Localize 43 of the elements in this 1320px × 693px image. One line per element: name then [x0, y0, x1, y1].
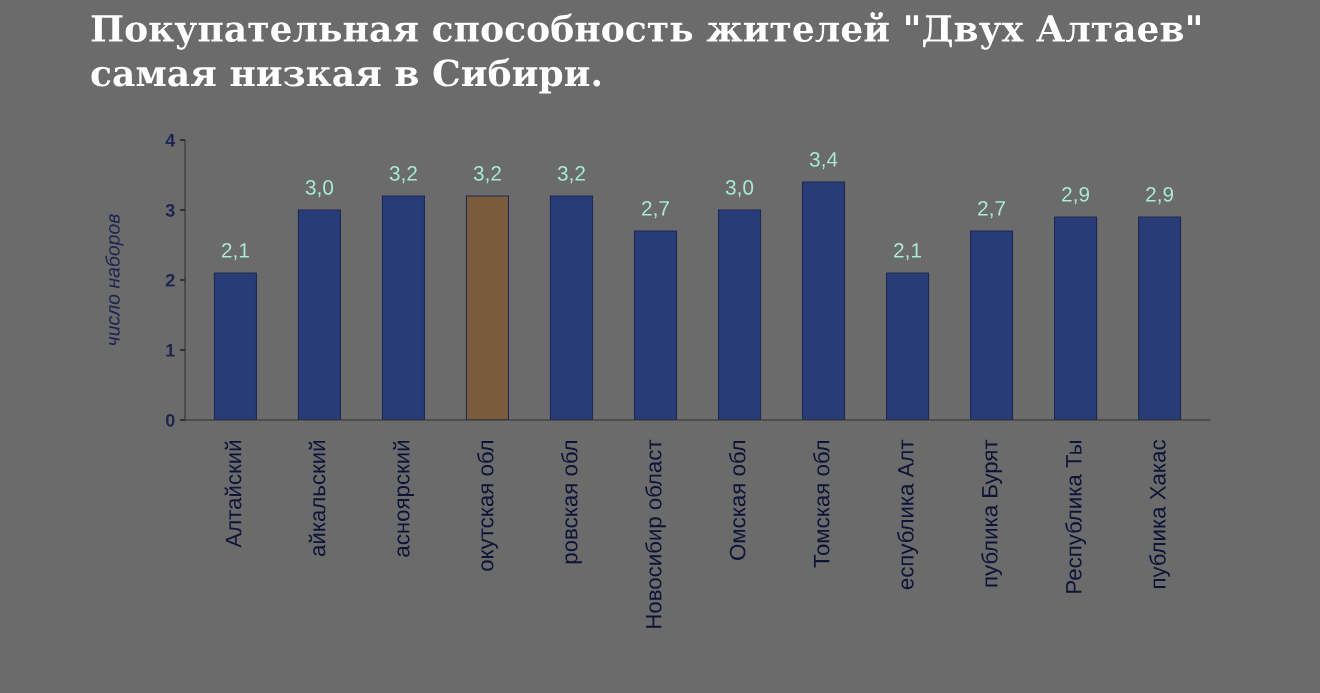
y-tick-label: 0 [165, 413, 175, 427]
y-axis-title: число наборов [105, 214, 124, 346]
x-tick-label: окутская обл [477, 440, 498, 571]
bar [381, 195, 426, 420]
bar [717, 209, 762, 420]
x-tick-label: еспублика Алт [897, 439, 918, 590]
data-label: 3,2 [473, 166, 501, 184]
x-tick-label: публика Бурят [981, 439, 1003, 587]
bar [969, 230, 1014, 420]
y-tick-label: 3 [165, 203, 175, 217]
x-tick-label: ровская обл [561, 440, 582, 564]
data-label: 2,1 [221, 243, 249, 261]
y-tick-label: 2 [165, 273, 175, 287]
y-tick-label: 4 [165, 134, 176, 147]
bar [213, 272, 257, 420]
bar [297, 209, 341, 420]
bar [465, 195, 510, 420]
chart-title: Покупательная способность жителей "Двух Алтаев" самая низкая в Сибири. [91, 12, 1200, 94]
x-tick-label: Новосибир област [645, 439, 666, 628]
data-label: 3,0 [305, 180, 334, 198]
data-label: 3,0 [725, 180, 754, 198]
x-tick-label: асноярский [392, 440, 414, 557]
bar [801, 181, 846, 420]
bar [1138, 216, 1182, 420]
data-label: 2,7 [978, 201, 1005, 219]
bar [633, 230, 678, 420]
x-tick-label: публика Хакас [1149, 440, 1171, 589]
data-label: 3,4 [809, 152, 838, 170]
data-label: 2,1 [894, 243, 922, 261]
data-label: 3,2 [557, 166, 585, 184]
data-label: 2,7 [642, 201, 669, 219]
bar [885, 272, 930, 420]
x-tick-label: айкальский [308, 440, 326, 557]
data-label: 3,2 [389, 166, 417, 184]
y-tick-label: 1 [166, 344, 175, 357]
x-tick-label: Омская обл [728, 440, 746, 560]
data-label: 2,9 [1062, 187, 1090, 205]
x-tick-label: Республика Ты [1065, 440, 1087, 593]
bar [1054, 216, 1098, 420]
data-label: 2,9 [1146, 187, 1174, 205]
bar [549, 195, 594, 420]
x-tick-label: Алтайский [224, 440, 242, 548]
x-tick-label: Томская обл [812, 440, 830, 568]
